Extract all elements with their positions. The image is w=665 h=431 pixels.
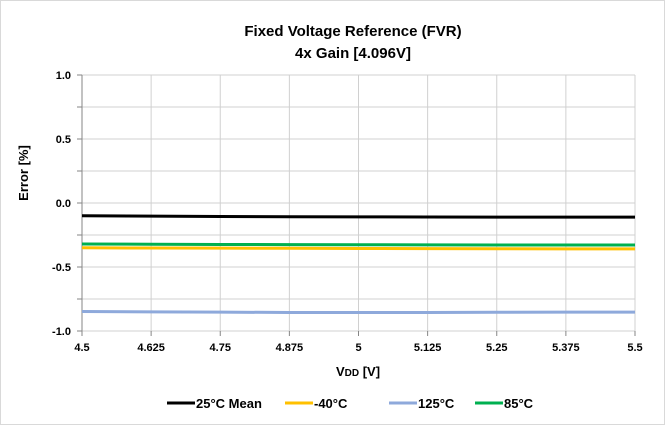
y-tick-label: 0.0 [56,198,71,210]
legend-label: 125°C [418,396,455,411]
x-tick-label: 5.125 [414,342,442,354]
x-label-sub: DD [345,368,359,379]
series-line [81,310,635,314]
x-axis-label: VDD [V] [336,364,380,379]
x-tick-label: 4.75 [210,342,231,354]
y-tick-label: 0.5 [56,134,71,146]
y-axis-label: Error [%] [16,145,31,201]
x-tick-label: 5.5 [627,342,642,354]
series-line [81,214,635,219]
x-label-main: V [336,364,345,379]
x-tick-label: 5.375 [552,342,580,354]
series-line [81,242,635,247]
x-tick-label: 5.25 [486,342,507,354]
legend: 25°C Mean -40°C 125°C 85°C [167,396,534,411]
x-tick-label: 5 [355,342,361,354]
x-label-unit: [V] [359,364,380,379]
x-tick-label: 4.5 [74,342,89,354]
series-line [81,246,635,251]
y-tick-label: 1.0 [56,70,71,82]
legend-label: 85°C [504,396,534,411]
x-tick-label: 4.875 [276,342,304,354]
chart-title: Fixed Voltage Reference (FVR) [244,23,461,40]
legend-label: -40°C [314,396,348,411]
chart-subtitle: 4x Gain [4.096V] [295,45,411,62]
y-tick-label: -1.0 [52,326,71,338]
x-tick-label: 4.625 [137,342,165,354]
y-tick-label: -0.5 [52,262,71,274]
legend-label: 25°C Mean [196,396,262,411]
